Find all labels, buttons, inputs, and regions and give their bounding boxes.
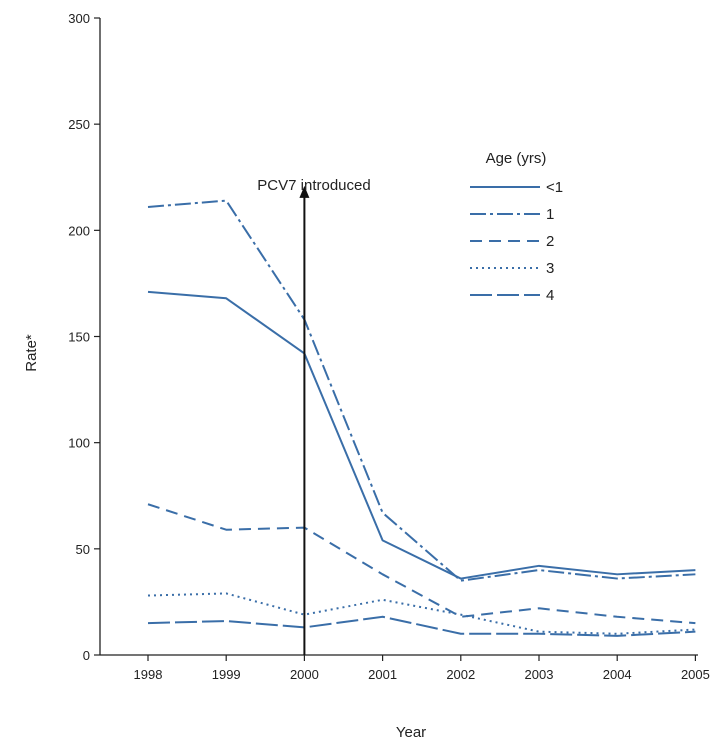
x-axis-label: Year: [396, 724, 426, 741]
y-tick-label: 0: [83, 648, 90, 663]
series-line-1: [147, 290, 696, 580]
axes: [99, 18, 698, 656]
y-tick-label: 50: [76, 542, 90, 557]
legend-label-1: <1: [546, 179, 563, 196]
y-axis-label: Rate*: [23, 334, 40, 372]
x-tick-label: 2002: [446, 667, 475, 682]
annotation-arrow-head: [299, 185, 310, 198]
legend: Age (yrs) <1 1 2 3 4: [470, 150, 563, 304]
y-tick-label: 150: [68, 330, 90, 345]
series-lines: [147, 199, 696, 637]
legend-label-3: 2: [546, 233, 554, 250]
legend-label-5: 4: [546, 287, 554, 304]
y-tick-label: 200: [68, 223, 90, 238]
series-line-3: [147, 503, 696, 625]
annotation-label: PCV7 introduced: [257, 177, 370, 194]
legend-label-4: 3: [546, 260, 554, 277]
y-tick-label: 300: [68, 11, 90, 26]
y-tick-label: 100: [68, 436, 90, 451]
x-tick-label: 2000: [290, 667, 319, 682]
x-tick-label: 2004: [603, 667, 632, 682]
ticks: 0 50 100 150 200 250 300 1998 1999 2000 2001 2002 20…: [68, 11, 710, 682]
annotation: PCV7 introduced: [257, 177, 371, 655]
x-tick-label: 2003: [525, 667, 554, 682]
series-line-2: [147, 199, 696, 582]
series-line-4: [147, 592, 696, 635]
x-tick-label: 1998: [134, 667, 163, 682]
series-line-5: [147, 615, 696, 637]
x-tick-label: 1999: [212, 667, 241, 682]
x-tick-label: 2001: [368, 667, 397, 682]
y-tick-label: 250: [68, 117, 90, 132]
x-tick-label: 2005: [681, 667, 710, 682]
legend-title: Age (yrs): [486, 150, 547, 167]
legend-label-2: 1: [546, 206, 554, 223]
